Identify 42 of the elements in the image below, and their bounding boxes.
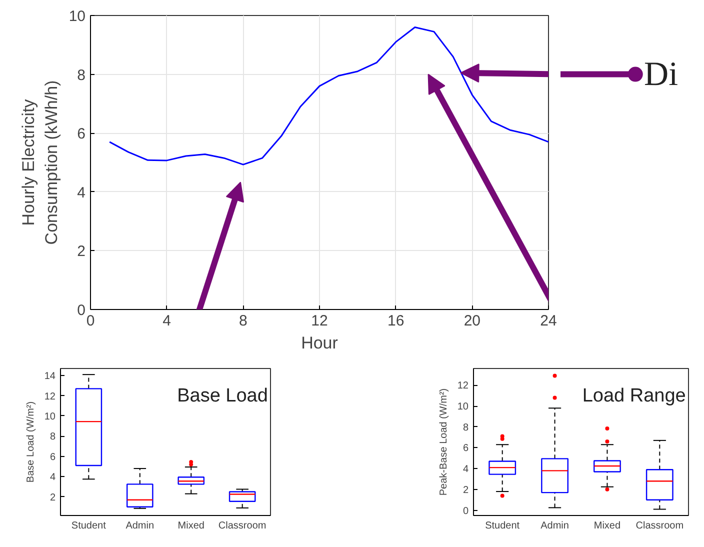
- y-tick-label: 2: [50, 492, 56, 504]
- y-tick-label: 10: [68, 8, 86, 25]
- x-tick-label: Student: [71, 520, 106, 532]
- x-tick-label: 20: [464, 312, 481, 330]
- line-series: [108, 26, 548, 166]
- x-axis-title: Hour: [301, 334, 338, 352]
- y-tick-label: 6: [462, 443, 469, 454]
- y-tick-label: 10: [457, 402, 469, 413]
- x-tick-label: Classroom: [218, 520, 266, 532]
- x-tick-label: Classroom: [636, 520, 684, 532]
- y-tick-label: 4: [50, 472, 56, 484]
- y-tick-label: 14: [44, 371, 56, 382]
- y-tick-label: 4: [77, 184, 86, 202]
- y-tick-label: 0: [77, 302, 86, 319]
- x-tick-label: Admin: [540, 520, 569, 532]
- y-tick-label: 8: [50, 432, 56, 443]
- x-tick-label: Mixed: [594, 520, 621, 532]
- y-axis-title: Peak-Base Load (W/m²): [438, 388, 450, 496]
- x-tick-label: 4: [162, 312, 172, 330]
- y-axis-title: Base Load (W/m²): [25, 401, 36, 483]
- x-tick-label: 12: [311, 312, 328, 330]
- y-tick-label: 12: [44, 391, 56, 402]
- y-tick-label: 10: [44, 411, 56, 422]
- x-tick-label: 16: [387, 312, 404, 330]
- y-tick-label: 8: [462, 422, 469, 434]
- x-tick-label: Student: [485, 520, 520, 532]
- x-tick-label: 8: [238, 312, 248, 330]
- y-tick-label: 8: [77, 66, 86, 84]
- annotation: Load Range: [582, 386, 686, 407]
- y-tick-label: 6: [77, 126, 86, 143]
- y-axis-title: Hourly Electricity Consumption (kWh/h): [19, 80, 61, 245]
- y-tick-label: 4: [462, 464, 469, 476]
- y-tick-label: 2: [77, 243, 86, 260]
- y-tick-label: 2: [462, 484, 469, 496]
- y-tick-label: 0: [462, 506, 469, 517]
- text: Di: [644, 56, 678, 93]
- x-tick-label: Admin: [126, 520, 154, 532]
- y-tick-label: 6: [50, 452, 56, 463]
- y-tick-label: 12: [457, 380, 469, 392]
- annotation: Base Load: [177, 386, 268, 407]
- x-tick-label: 24: [540, 312, 557, 330]
- x-tick-label: Mixed: [178, 520, 204, 532]
